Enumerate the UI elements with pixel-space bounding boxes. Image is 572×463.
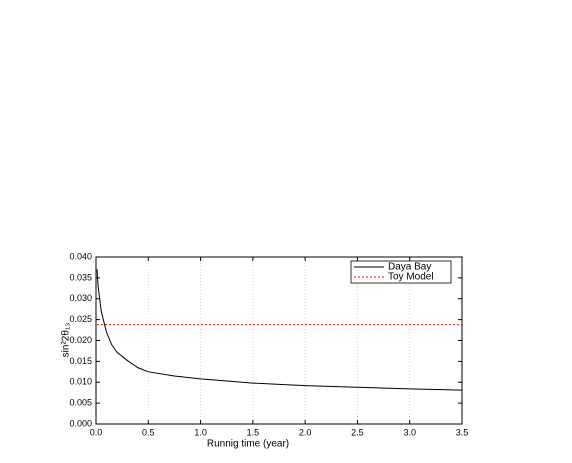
line-series [96,269,463,391]
legend-label: Daya Bay [388,262,431,273]
y-tick-label: 0.025 [69,314,92,324]
y-axis-label: sin²2θ₁₃ [61,323,72,358]
y-tick-label: 0.010 [69,377,92,387]
x-tick-label: 0.5 [142,427,155,437]
x-tick-label: 2.0 [299,427,312,437]
x-tick-label: 1.5 [247,427,260,437]
y-tick-label: 0.005 [69,398,92,408]
y-tick-label: 0.040 [69,251,92,261]
x-tick-label: 3.5 [456,427,469,437]
plot-frame [95,256,463,425]
x-tick-label: 2.5 [351,427,364,437]
x-tick-label: 1.0 [194,427,207,437]
y-tick-label: 0.020 [69,335,92,345]
x-tick-label: 0.0 [90,427,103,437]
x-tick-label: 3.0 [403,427,416,437]
legend-label: Toy Model [388,272,434,283]
y-tick-label: 0.000 [69,418,92,428]
y-tick-label: 0.030 [69,293,92,303]
x-axis-label: Runnig time (year) [207,439,289,450]
y-tick-label: 0.035 [69,272,92,282]
y-tick-label: 0.015 [69,356,92,366]
